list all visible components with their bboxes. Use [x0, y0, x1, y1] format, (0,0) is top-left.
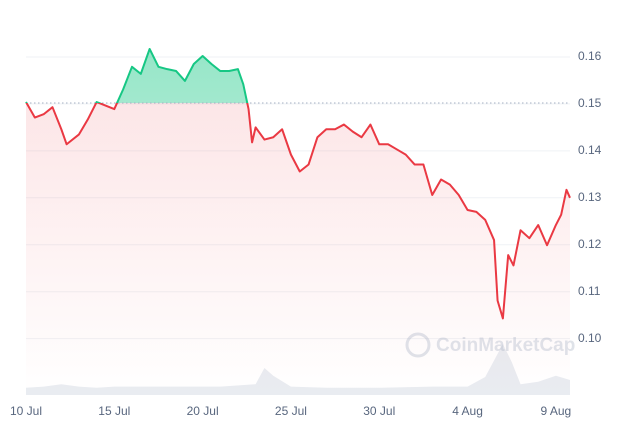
y-tick-label: 0.16 [578, 49, 602, 63]
watermark: CoinMarketCap [405, 332, 575, 358]
y-tick-label: 0.13 [578, 190, 602, 204]
area-up [26, 48, 570, 103]
x-tick-label: 20 Jul [187, 404, 219, 418]
y-tick-label: 0.14 [578, 143, 602, 157]
y-tick-label: 0.15 [578, 96, 602, 110]
price-line-down [25, 102, 571, 320]
x-tick-label: 4 Aug [452, 404, 483, 418]
area-down [26, 102, 570, 395]
x-tick-label: 9 Aug [541, 404, 572, 418]
y-tick-label: 0.12 [578, 237, 602, 251]
watermark-logo [405, 332, 431, 358]
x-tick-label: 10 Jul [10, 404, 42, 418]
x-tick-label: 15 Jul [98, 404, 130, 418]
y-tick-label: 0.11 [578, 284, 601, 298]
price-line-up [25, 47, 249, 103]
y-tick-label: 0.10 [578, 331, 602, 345]
x-tick-label: 30 Jul [363, 404, 395, 418]
x-tick-label: 25 Jul [275, 404, 307, 418]
watermark-text: CoinMarketCap [436, 335, 575, 356]
